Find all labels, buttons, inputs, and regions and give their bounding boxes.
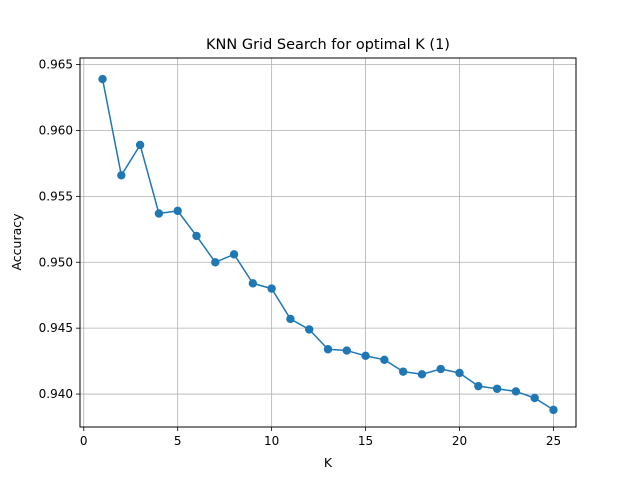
- x-axis-ticks: 0 5 10 15 20 25: [80, 427, 561, 448]
- data-point: [549, 405, 558, 415]
- data-point: [154, 209, 164, 218]
- data-point: [135, 140, 145, 150]
- data-point: [361, 351, 370, 361]
- y-axis-label: Accuracy: [9, 213, 24, 271]
- data-point: [286, 314, 295, 324]
- x-tick-label: 15: [358, 434, 373, 448]
- y-tick-label: 0.955: [39, 189, 73, 203]
- data-point: [323, 345, 333, 354]
- data-point: [211, 258, 220, 267]
- chart-title: KNN Grid Search for optimal K (1): [206, 37, 450, 53]
- data-point: [248, 279, 258, 288]
- data-point: [492, 384, 502, 393]
- data-point: [436, 364, 445, 374]
- x-tick-label: 20: [452, 434, 467, 448]
- data-point: [455, 368, 464, 378]
- x-tick-label: 5: [174, 434, 182, 448]
- y-tick-label: 0.940: [39, 387, 73, 401]
- y-tick-label: 0.945: [39, 321, 73, 335]
- data-point: [267, 284, 276, 293]
- x-tick-label: 0: [80, 434, 88, 448]
- x-axis-label: K: [324, 455, 333, 470]
- data-point: [417, 370, 427, 379]
- y-tick-label: 0.960: [39, 123, 73, 137]
- y-axis-ticks: 0.940 0.945 0.950 0.955 0.960 0.965: [39, 58, 80, 401]
- data-point: [380, 355, 389, 364]
- series-group: [98, 74, 558, 415]
- data-point: [398, 367, 408, 376]
- y-tick-label: 0.950: [39, 255, 73, 269]
- x-tick-label: 10: [264, 434, 279, 448]
- data-point: [117, 171, 126, 180]
- data-point: [98, 74, 107, 84]
- data-point: [530, 393, 539, 403]
- plot-frame: [79, 57, 577, 428]
- data-point: [474, 381, 483, 391]
- data-point: [173, 206, 182, 216]
- data-point: [342, 346, 351, 355]
- data-point: [511, 387, 521, 396]
- y-tick-label: 0.965: [39, 58, 73, 72]
- data-point: [229, 250, 239, 259]
- x-tick-label: 25: [546, 434, 561, 448]
- data-point: [305, 325, 314, 334]
- data-point: [192, 231, 201, 241]
- grid: [80, 58, 576, 427]
